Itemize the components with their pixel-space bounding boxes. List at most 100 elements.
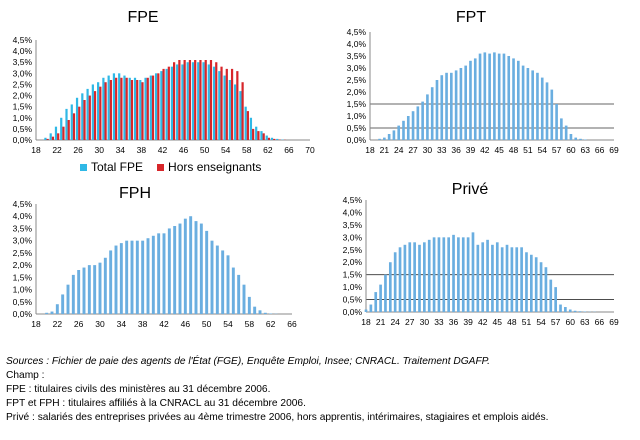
fph-y-tick: 2,5% [13,248,33,258]
fph-bar [93,265,97,314]
prive-bar [423,242,426,312]
fph-x-tick: 26 [74,319,84,329]
prive-y-tick: 1,5% [343,270,363,280]
fph-bar [103,257,107,314]
legend-item-hors-enseignants: Hors enseignants [157,160,261,174]
prive-y-tick: 3,5% [343,220,363,230]
fpt-y-tick: 3,0% [347,63,367,73]
fph-x-tick: 22 [53,319,63,329]
fpt-bar [397,125,401,140]
fph-bar [183,218,187,314]
fpe-x-tick: 62 [263,145,273,155]
fpe-bar [188,60,192,140]
fpt-bar [469,60,472,140]
fph-bar [247,296,251,314]
fpe-bar [212,66,216,140]
fph-bar [135,240,139,314]
prive-bar [447,237,451,312]
prive-bar [374,292,378,312]
fph-bar [82,267,86,314]
fpe-bar [246,111,249,140]
fpe-bar [178,60,181,140]
fpe-bar [199,60,202,140]
fpt-bar [526,68,530,140]
fpe-bar [165,68,168,140]
prive-y-tick: 2,0% [343,257,363,267]
prive-bar [418,244,421,312]
fph-bar [146,238,150,314]
fpe-bar [123,75,126,140]
prive-x-tick: 42 [478,317,488,327]
fpt-x-tick: 54 [538,145,548,155]
prive-y-tick: 0,0% [343,307,363,317]
fpe-x-tick: 58 [242,145,252,155]
fph-x-tick: 58 [245,319,255,329]
fpe-bar [170,66,173,140]
fpe-bar [262,133,265,140]
fpe-y-tick: 3,0% [13,68,33,78]
fpt-bar [383,137,386,140]
fpt-bar [574,137,578,140]
fpe-y-tick: 2,0% [13,91,33,101]
prive-x-tick: 51 [522,317,532,327]
prive-title: Privé [452,181,489,198]
prive-x-tick: 63 [580,317,590,327]
fpt-bar [550,89,554,140]
prive-y-tick: 3,0% [343,232,363,242]
prive-x-tick: 45 [493,317,503,327]
fpt-bar [459,68,463,140]
prive-chart-svg: Privé 0,0% 0,5% 1,0% 1,5% 2,0% 2,5% 3,0% 3,5% 4,0… [343,181,619,327]
prive-bar [379,284,382,312]
fpt-bar [421,101,424,140]
fph-bar [258,310,262,314]
fpe-bar [257,131,260,140]
legend-swatch-hors-enseignants [157,163,165,171]
fpe-bar [44,137,47,140]
fph-y-tick: 4,0% [13,211,33,221]
fpe-bar [60,117,63,140]
fpe-note: FPE : titulaires civils des ministères a… [6,384,271,395]
prive-x-tick: 54 [536,317,546,327]
fpe-bar [228,80,231,140]
fpe-bar [255,126,258,140]
prive-bar [559,304,562,312]
prive-bar [529,254,533,312]
fpe-bar [215,62,218,140]
fpe-bar [230,68,234,140]
sources-line: Sources : Fichier de paie des agents de … [6,356,490,367]
fpt-bar [402,120,405,140]
fpt-x-tick: 27 [408,145,418,155]
fpt-x-tick: 60 [566,145,576,155]
fph-bar [253,306,257,314]
fpt-y-tick: 4,0% [347,39,367,49]
fpe-bar [46,138,49,140]
fpe-x-tick: 18 [31,145,41,155]
fpt-x-tick: 24 [394,145,404,155]
fpt-x-tick: 36 [451,145,461,155]
fph-bar [98,262,102,314]
fph-bar [45,312,49,314]
fpt-bar [564,125,568,140]
fpt-bar [545,82,549,140]
prive-y-tick: 4,5% [343,195,363,205]
fpe-bar [62,126,65,140]
fpe-x-tick: 34 [116,145,126,155]
fph-x-tick: 54 [223,319,233,329]
fpe-bar [70,104,73,140]
prive-x-tick: 66 [595,317,605,327]
fpe-bar [54,126,58,140]
fph-x-tick: 34 [117,319,127,329]
prive-bar [568,309,572,312]
fpe-bar [273,138,276,140]
legend-item-total-fpe: Total FPE [80,160,143,174]
fpe-bar [252,128,255,140]
fpt-bar [536,72,539,140]
prive-x-tick: 36 [449,317,459,327]
fph-y-tick: 0,0% [13,309,33,319]
prive-x-tick: 24 [390,317,400,327]
fpt-bar [512,58,515,140]
fpe-bar [220,66,223,140]
fpt-x-tick: 48 [509,145,519,155]
fph-x-tick: 62 [266,319,276,329]
prive-x-tick: 18 [361,317,371,327]
